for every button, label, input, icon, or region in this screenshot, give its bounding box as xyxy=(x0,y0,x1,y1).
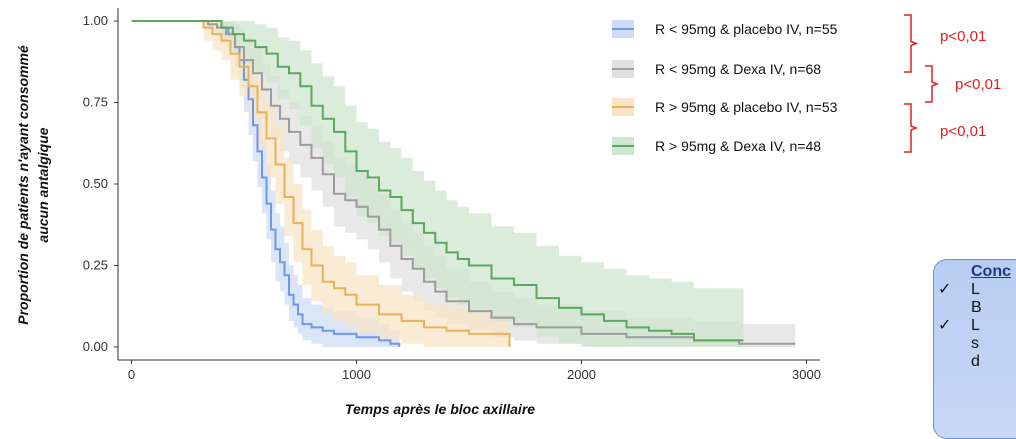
survival-curves xyxy=(131,20,796,347)
legend-label: R < 95mg & Dexa IV, n=68 xyxy=(655,61,821,77)
x-axis-title-text: Temps après le bloc axillaire xyxy=(345,401,535,417)
conclusion-text: B xyxy=(971,299,982,316)
survival-line-1 xyxy=(131,20,796,345)
x-tick-label: 0 xyxy=(128,367,135,382)
legend-label: R > 95mg & placebo IV, n=53 xyxy=(655,99,838,115)
y-axis-title-line: Proportion de patients n'ayant consommé xyxy=(15,45,31,325)
y-tick-label: 0.75 xyxy=(83,95,108,110)
y-tick-label: 0.00 xyxy=(83,339,108,354)
conclusion-item: ✓ L s d xyxy=(938,317,1016,371)
check-icon: ✓ xyxy=(938,317,952,334)
conclusion-title: Conc xyxy=(971,263,1011,280)
x-axis-title: Temps après le bloc axillaire xyxy=(345,401,535,417)
x-tick-label: 2000 xyxy=(567,367,596,382)
conclusion-text: L xyxy=(971,281,980,298)
survival-line-3 xyxy=(131,20,744,342)
x-tick-label: 3000 xyxy=(792,367,821,382)
confidence-band-0 xyxy=(131,21,400,347)
confidence-bands xyxy=(131,21,796,347)
conclusion-item: ✓ L B xyxy=(938,281,1016,317)
p-value-bracket xyxy=(904,103,919,153)
check-icon: ✓ xyxy=(938,281,952,298)
legend-label: R > 95mg & Dexa IV, n=48 xyxy=(655,138,821,154)
x-tick-label: 1000 xyxy=(342,367,371,382)
survival-line-2 xyxy=(131,20,511,347)
kaplan-meier-chart: Proportion de patients n'ayant consommé a… xyxy=(15,8,1001,417)
y-tick-label: 1.00 xyxy=(83,13,108,28)
confidence-band-3 xyxy=(131,21,744,347)
p-value-label: p<0,01 xyxy=(955,76,1001,93)
p-value-bracket xyxy=(904,14,919,73)
p-value-brackets: p<0,01 p<0,01 p<0,01 xyxy=(904,14,1001,153)
legend-label: R < 95mg & placebo IV, n=55 xyxy=(655,21,838,37)
axes: 0.00 0.25 0.50 0.75 1.00 0 1000 2000 3000 xyxy=(83,8,821,382)
y-tick-label: 0.50 xyxy=(83,176,108,191)
conclusion-text: d xyxy=(971,353,980,370)
conclusion-text: L xyxy=(971,317,980,334)
conclusion-box: Conc ✓ L B ✓ L s d xyxy=(933,259,1016,439)
y-axis-title-line: aucun antalgique xyxy=(35,127,51,242)
confidence-band-2 xyxy=(131,21,510,347)
p-value-label: p<0,01 xyxy=(940,123,986,140)
y-tick-label: 0.25 xyxy=(83,257,108,272)
p-value-label: p<0,01 xyxy=(940,28,986,45)
legend: R < 95mg & placebo IV, n=55 R < 95mg & De… xyxy=(612,20,838,155)
p-value-bracket xyxy=(925,65,940,103)
y-axis-title: Proportion de patients n'ayant consommé a… xyxy=(15,45,51,325)
conclusion-text: s xyxy=(971,335,979,352)
